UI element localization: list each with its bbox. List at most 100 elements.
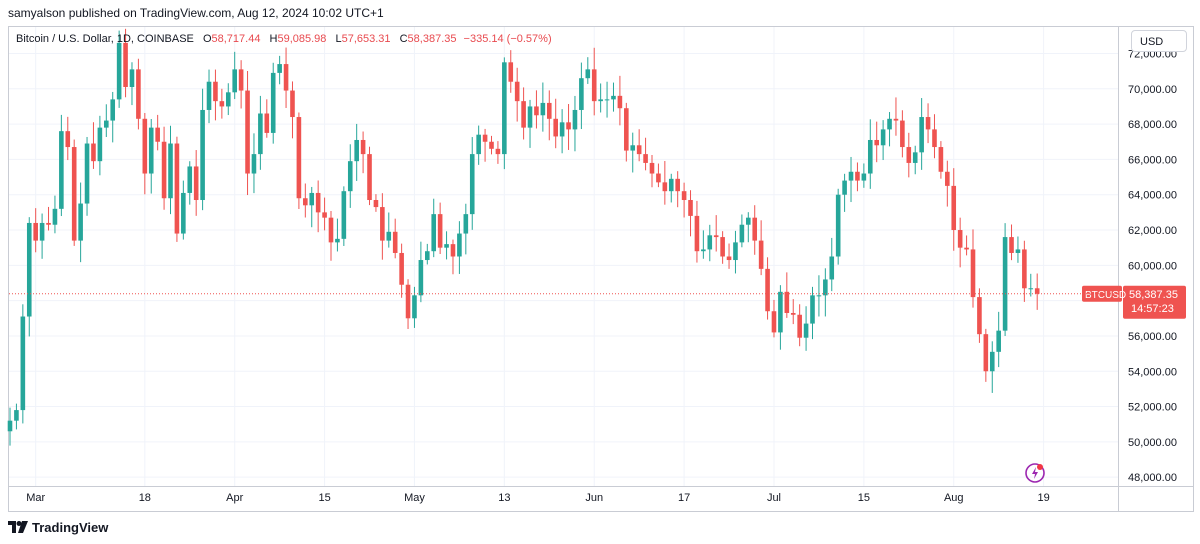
candle [746,212,751,243]
candle [354,123,359,181]
candle-body [790,312,796,315]
candle [733,230,738,274]
legend-low-label: L [335,33,342,45]
candle [604,81,610,118]
candle [842,173,847,212]
candle-body [964,247,969,250]
candle-body [957,230,963,248]
legend-symbol: Bitcoin / U.S. Dollar, 1D, COINBASE [16,33,194,45]
candle-body [219,101,225,107]
candle-body [508,62,514,82]
candle [662,161,668,205]
legend-close: 58,387.35 [407,33,457,45]
candle [380,193,385,260]
candle [925,103,931,144]
candle-body [688,200,693,216]
price-axis[interactable]: 48,000.00 50,000.00 52,000.00 54,000.00 56,0… [1082,48,1186,484]
candle-body [668,178,674,192]
candle-body [726,256,732,261]
candle [270,62,276,144]
candle [598,83,603,113]
candle [341,186,347,246]
price-tick-label: 68,000.00 [1128,119,1177,131]
candle-body [251,154,257,174]
candle-body [296,117,302,199]
candle [405,279,411,329]
candle [630,132,636,173]
candle-body [617,95,623,109]
candle-body [816,295,822,297]
candle [200,88,205,211]
candle [187,161,193,205]
candle [765,257,770,320]
candle [123,28,128,98]
candle-body [835,194,841,257]
candle [835,188,841,265]
candle-body [983,334,989,372]
candle-body [733,242,738,261]
candle [168,125,173,215]
candle [739,214,745,248]
candle-body [168,143,173,199]
price-tag-box [1123,285,1186,319]
candle-body [643,154,648,163]
candle [848,156,854,203]
candle [713,215,719,252]
candle [91,122,96,169]
candle-body [591,69,597,102]
candle [431,198,437,258]
candle-body [161,141,167,199]
candle-body [418,260,424,296]
candle [861,163,867,188]
candle-body [59,131,64,209]
candle [932,114,937,159]
candle [1009,224,1014,261]
time-axis[interactable]: Mar 18 Apr 15 May 13 Jun 17 Jul 15 Aug 19 [26,492,1050,504]
time-tick-label: 18 [139,492,151,504]
tradingview-logo-icon [8,519,28,539]
price-tick-label: 48,000.00 [1128,472,1177,484]
lightning-icon[interactable] [1024,462,1046,484]
candle-body [771,311,777,333]
time-tick-label: Jul [767,492,781,504]
candle [225,83,231,116]
candle [752,205,758,255]
footer-brand[interactable]: TradingView [8,518,108,538]
candle [328,211,334,261]
candle-body [225,92,231,107]
candle [989,341,995,393]
chart-frame [8,26,1194,512]
candles [7,28,1040,446]
candle-body [181,192,186,234]
candle [1022,240,1027,302]
candle-body [784,291,790,313]
candle-body [1009,237,1014,253]
candle [514,67,520,122]
candle-body [624,108,629,151]
candle-body [431,214,437,252]
currency-button[interactable]: USD [1131,30,1187,52]
candle [392,218,398,259]
candle-body [142,118,148,174]
candle-body [463,214,469,234]
candle-body [136,69,141,119]
candle-body [874,139,879,146]
candle [71,139,77,246]
candle-body [1034,288,1040,294]
candle-body [861,173,867,181]
candle-body [84,143,90,204]
candle [688,190,693,237]
candle [142,112,148,195]
candle [296,112,302,210]
candle [1034,273,1040,310]
candle [572,95,578,152]
candle [489,135,494,155]
candle-body [26,222,32,317]
candle [502,57,507,170]
candle-body [104,120,109,128]
candle [977,288,982,343]
candle-body [887,118,892,130]
candle [469,137,475,230]
candle-body [534,106,539,116]
